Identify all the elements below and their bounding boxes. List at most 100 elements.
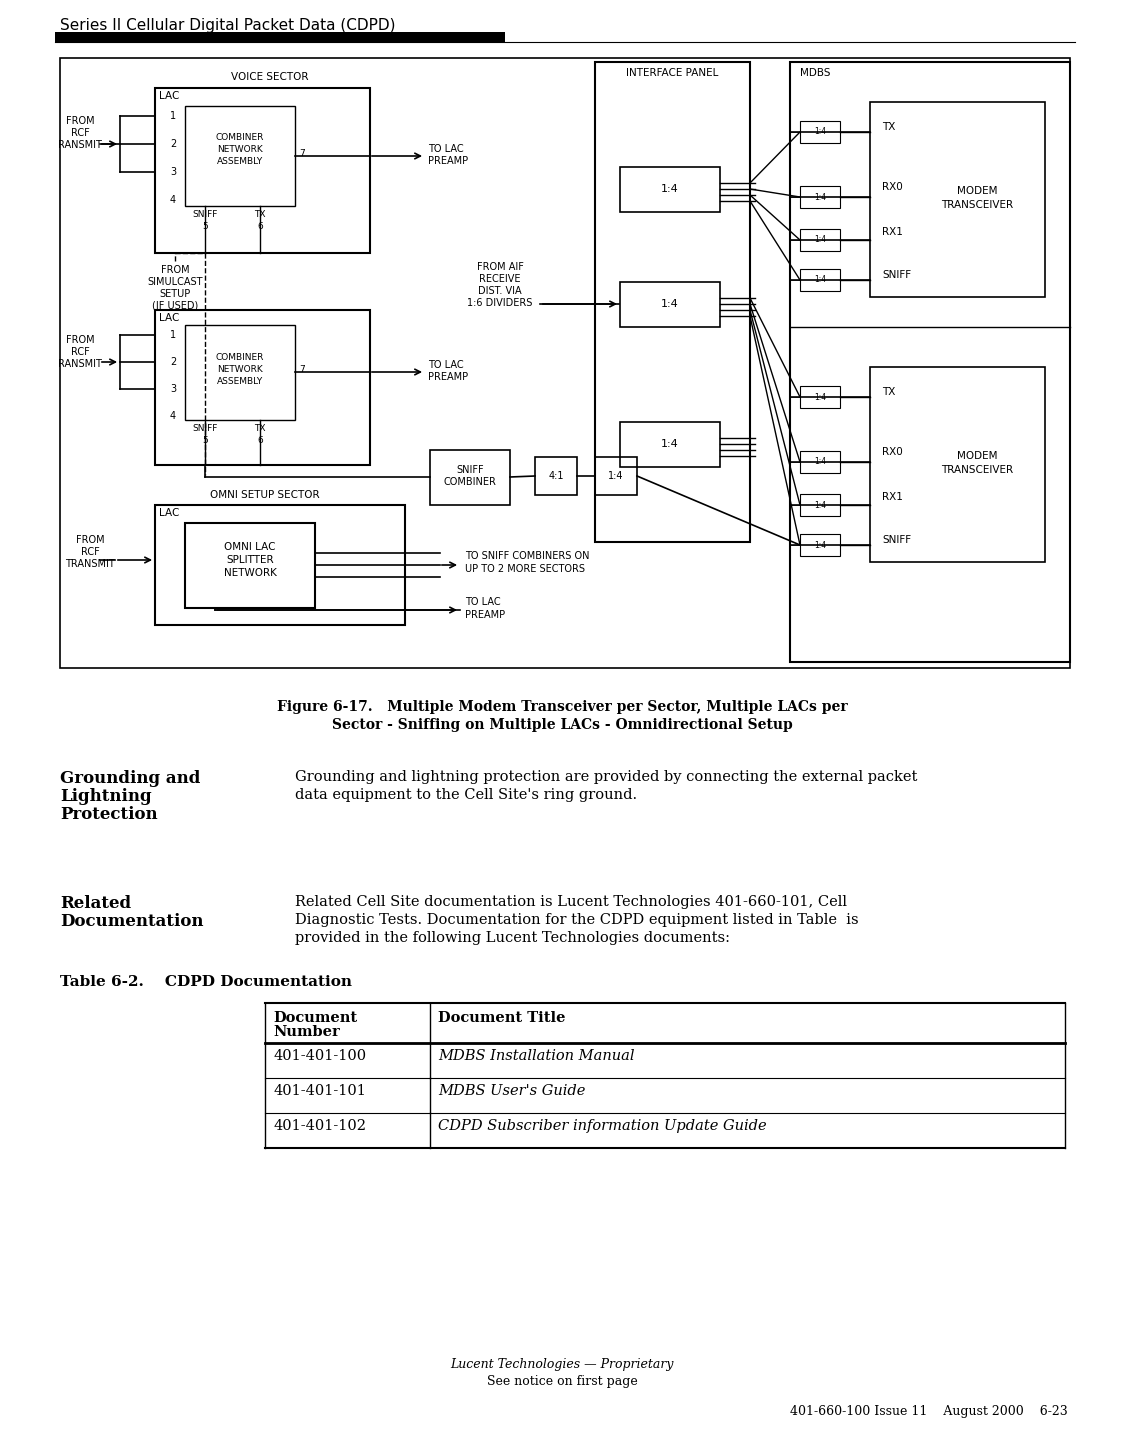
Text: ASSEMBLY: ASSEMBLY [217,157,263,166]
Text: DIST. VIA: DIST. VIA [478,286,522,296]
Text: 1:4: 1:4 [814,392,826,402]
Text: 4: 4 [170,194,176,204]
Text: 1:4: 1:4 [814,236,826,245]
Bar [155,505,405,625]
Text: 1:4: 1:4 [814,276,826,285]
Text: RX1: RX1 [882,492,903,502]
Text: 7: 7 [299,366,305,375]
Bar [800,186,840,207]
Bar [55,31,505,41]
Text: MODEM: MODEM [956,450,997,460]
Text: 5: 5 [202,436,208,445]
Text: Protection: Protection [60,807,158,824]
Text: SNIFF: SNIFF [882,270,911,280]
Text: TX: TX [882,388,896,398]
Text: TO SNIFF COMBINERS ON: TO SNIFF COMBINERS ON [465,551,590,561]
Text: 1:6 DIVIDERS: 1:6 DIVIDERS [467,297,533,307]
Text: Series II Cellular Digital Packet Data (CDPD): Series II Cellular Digital Packet Data (… [60,19,396,33]
Text: Sector - Sniffing on Multiple LACs - Omnidirectional Setup: Sector - Sniffing on Multiple LACs - Omn… [332,718,792,732]
Text: Documentation: Documentation [60,912,204,930]
Bar [60,59,1070,668]
Text: FROM: FROM [161,265,189,275]
Text: TX: TX [254,425,266,433]
Text: 5: 5 [202,222,208,232]
Text: CDPD Subscriber information Update Guide: CDPD Subscriber information Update Guide [438,1120,766,1133]
Bar [155,89,370,253]
Bar [430,450,510,505]
Text: (IF USED): (IF USED) [152,300,198,310]
Text: TRANSCEIVER: TRANSCEIVER [940,200,1014,210]
Text: SNIFF: SNIFF [192,210,218,219]
Text: 1:4: 1:4 [609,470,623,480]
Text: See notice on first page: See notice on first page [487,1376,638,1389]
Text: 401-401-100: 401-401-100 [273,1050,366,1062]
Bar [536,458,577,495]
Text: 401-401-101: 401-401-101 [273,1084,366,1098]
Text: 401-401-102: 401-401-102 [273,1120,366,1133]
Text: 401-660-100 Issue 11    August 2000    6-23: 401-660-100 Issue 11 August 2000 6-23 [790,1406,1068,1419]
Text: FROM AIF: FROM AIF [477,262,523,272]
Text: TRANSCEIVER: TRANSCEIVER [940,465,1014,475]
Text: TX: TX [254,210,266,219]
Bar [155,310,370,465]
Text: 1:4: 1:4 [814,541,826,549]
Text: 1:4: 1:4 [814,193,826,202]
Text: RECEIVE: RECEIVE [479,275,521,285]
Text: TO LAC: TO LAC [465,596,501,606]
Text: LAC: LAC [159,508,179,518]
Text: 1: 1 [170,330,176,340]
Text: Related Cell Site documentation is Lucent Technologies 401-660-101, Cell: Related Cell Site documentation is Lucen… [295,895,847,909]
Text: 2: 2 [170,358,177,368]
Bar [870,102,1045,297]
Text: Document Title: Document Title [438,1011,566,1025]
Bar [620,422,720,468]
Text: COMBINER: COMBINER [216,133,264,143]
Text: Document: Document [273,1011,357,1025]
Text: OMNI LAC: OMNI LAC [224,542,276,552]
Text: RX0: RX0 [882,182,902,192]
Text: UP TO 2 MORE SECTORS: UP TO 2 MORE SECTORS [465,563,585,573]
Text: PREAMP: PREAMP [465,611,505,621]
Text: NETWORK: NETWORK [217,365,263,373]
Text: 6: 6 [258,222,263,232]
Text: TO LAC: TO LAC [428,144,464,154]
Text: SPLITTER: SPLITTER [226,555,273,565]
Bar [790,61,1070,662]
Text: data equipment to the Cell Site's ring ground.: data equipment to the Cell Site's ring g… [295,788,637,802]
Bar [595,458,637,495]
Text: SIMULCAST: SIMULCAST [147,277,202,287]
Text: 1:4: 1:4 [814,127,826,136]
Text: RCF: RCF [81,548,99,558]
Text: Related: Related [60,895,132,912]
Text: PREAMP: PREAMP [428,156,468,166]
Text: 7: 7 [299,150,305,159]
Text: NETWORK: NETWORK [224,568,277,578]
Text: 3: 3 [170,167,176,177]
Text: SETUP: SETUP [160,289,190,299]
Bar [870,368,1045,562]
Text: 4:1: 4:1 [548,470,564,480]
Text: 2: 2 [170,139,177,149]
Text: VOICE SECTOR: VOICE SECTOR [232,72,308,82]
Text: provided in the following Lucent Technologies documents:: provided in the following Lucent Technol… [295,931,730,945]
Bar [800,229,840,252]
Text: RANSMIT: RANSMIT [58,359,102,369]
Text: COMBINER: COMBINER [443,478,496,488]
Text: RX0: RX0 [882,448,902,458]
Text: FROM: FROM [65,116,94,126]
Text: LAC: LAC [159,92,179,102]
Bar [620,167,720,212]
Bar [595,61,750,542]
Text: Lucent Technologies — Proprietary: Lucent Technologies — Proprietary [450,1358,674,1371]
Text: MODEM: MODEM [956,186,997,196]
Text: FROM: FROM [65,335,94,345]
Text: TX: TX [882,122,896,132]
Text: COMBINER: COMBINER [216,353,264,362]
Text: MDBS User's Guide: MDBS User's Guide [438,1084,585,1098]
Text: 1:4: 1:4 [814,458,826,466]
Text: NETWORK: NETWORK [217,146,263,154]
Text: 1:4: 1:4 [814,500,826,509]
Text: RCF: RCF [71,347,89,358]
Text: Table 6-2.    CDPD Documentation: Table 6-2. CDPD Documentation [60,975,352,990]
Text: 3: 3 [170,385,176,395]
